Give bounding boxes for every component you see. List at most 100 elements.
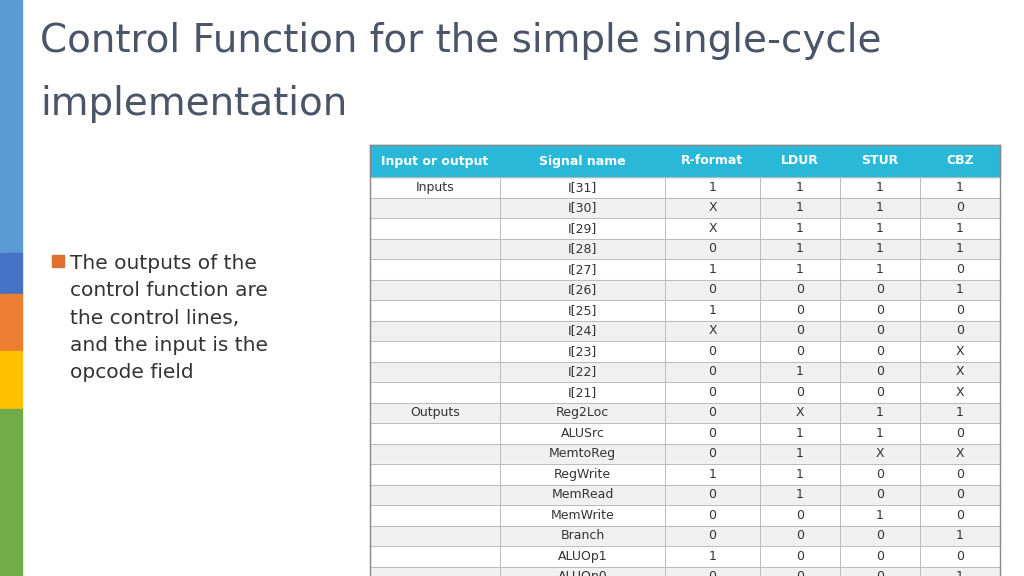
Text: 0: 0 (956, 488, 964, 501)
Bar (840, 403, 920, 423)
Bar (370, 567, 500, 576)
Bar (920, 198, 1000, 218)
Text: 1: 1 (796, 242, 804, 255)
Bar (920, 362, 1000, 382)
Text: X: X (709, 201, 717, 214)
Text: 0: 0 (796, 529, 804, 542)
Text: 1: 1 (877, 201, 884, 214)
Text: 0: 0 (956, 201, 964, 214)
Bar (920, 423, 1000, 444)
Text: 0: 0 (709, 447, 717, 460)
Bar (920, 525, 1000, 546)
Text: MemtoReg: MemtoReg (549, 447, 616, 460)
Bar (500, 423, 665, 444)
Bar (0, 294, 22, 351)
Text: X: X (709, 222, 717, 235)
Text: Control Function for the simple single-cycle: Control Function for the simple single-c… (40, 22, 882, 60)
Text: 1: 1 (877, 181, 884, 194)
Text: Outputs: Outputs (411, 406, 460, 419)
Bar (920, 546, 1000, 567)
Text: 0: 0 (956, 304, 964, 317)
Bar (500, 300, 665, 320)
Bar (760, 362, 840, 382)
Bar (0, 253, 22, 294)
Text: 1: 1 (796, 468, 804, 481)
Bar (840, 525, 920, 546)
Bar (920, 259, 1000, 279)
Bar (840, 177, 920, 198)
Bar (500, 198, 665, 218)
Bar (760, 567, 840, 576)
Bar (840, 464, 920, 484)
Text: I[21]: I[21] (568, 386, 597, 399)
Text: 0: 0 (709, 570, 717, 576)
Text: Input or output: Input or output (381, 154, 488, 168)
Bar (840, 382, 920, 403)
Bar (760, 279, 840, 300)
Text: I[27]: I[27] (568, 263, 597, 276)
Bar (840, 198, 920, 218)
Text: I[23]: I[23] (568, 345, 597, 358)
Text: 1: 1 (796, 488, 804, 501)
Text: 0: 0 (796, 304, 804, 317)
Bar (665, 484, 760, 505)
Bar (920, 505, 1000, 525)
Text: 0: 0 (709, 406, 717, 419)
Text: 0: 0 (956, 263, 964, 276)
Text: 1: 1 (796, 263, 804, 276)
Text: I[30]: I[30] (568, 201, 597, 214)
Bar (0, 0, 22, 253)
Bar (920, 341, 1000, 362)
Text: implementation: implementation (40, 85, 347, 123)
Text: 0: 0 (956, 427, 964, 439)
Bar (920, 464, 1000, 484)
Bar (665, 444, 760, 464)
Text: X: X (955, 365, 965, 378)
Text: MemRead: MemRead (551, 488, 613, 501)
Bar (500, 341, 665, 362)
Bar (665, 464, 760, 484)
Text: X: X (955, 386, 965, 399)
Text: 0: 0 (709, 345, 717, 358)
Text: 0: 0 (796, 324, 804, 338)
Bar (665, 198, 760, 218)
Bar (760, 444, 840, 464)
Text: 0: 0 (709, 488, 717, 501)
Text: I[31]: I[31] (568, 181, 597, 194)
Bar (760, 145, 840, 177)
Text: 0: 0 (876, 304, 884, 317)
Bar (370, 382, 500, 403)
Bar (920, 238, 1000, 259)
Bar (840, 444, 920, 464)
Text: 0: 0 (796, 550, 804, 563)
Bar (370, 320, 500, 341)
Bar (500, 145, 665, 177)
Bar (840, 259, 920, 279)
Bar (500, 218, 665, 238)
Text: 0: 0 (709, 427, 717, 439)
Bar (370, 198, 500, 218)
Bar (760, 403, 840, 423)
Bar (760, 464, 840, 484)
Text: 1: 1 (956, 283, 964, 296)
Text: Inputs: Inputs (416, 181, 455, 194)
Text: ALUSrc: ALUSrc (560, 427, 604, 439)
Text: 0: 0 (876, 365, 884, 378)
Text: 0: 0 (709, 386, 717, 399)
Text: X: X (876, 447, 885, 460)
Bar (370, 444, 500, 464)
Text: 1: 1 (796, 201, 804, 214)
Bar (370, 341, 500, 362)
Bar (920, 403, 1000, 423)
Text: MemWrite: MemWrite (551, 509, 614, 522)
Bar (840, 362, 920, 382)
Bar (370, 464, 500, 484)
Text: 1: 1 (877, 406, 884, 419)
Text: X: X (955, 345, 965, 358)
Text: STUR: STUR (861, 154, 899, 168)
Text: 1: 1 (709, 181, 717, 194)
Bar (500, 279, 665, 300)
Bar (370, 423, 500, 444)
Bar (370, 403, 500, 423)
Bar (920, 484, 1000, 505)
